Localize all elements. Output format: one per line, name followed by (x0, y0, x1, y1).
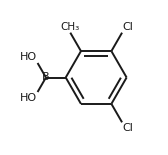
Text: Cl: Cl (123, 123, 134, 133)
Text: CH₃: CH₃ (60, 22, 79, 32)
Text: HO: HO (20, 93, 37, 103)
Text: Cl: Cl (123, 22, 134, 32)
Text: B: B (42, 73, 50, 82)
Text: HO: HO (20, 52, 37, 62)
